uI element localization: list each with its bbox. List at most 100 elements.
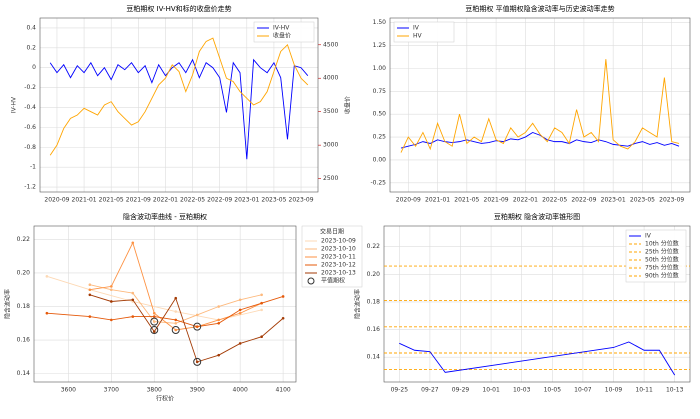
y-axis-label: IV-HV <box>11 96 18 113</box>
legend-label: 2023-10-12 <box>321 262 356 269</box>
x-tick-label: 10-07 <box>574 387 592 394</box>
plot-frame <box>33 225 297 383</box>
y-tick-label: 0.14 <box>367 354 381 361</box>
x-tick-label: 3900 <box>190 387 205 394</box>
y-axis-label: 隐含波动率 <box>4 289 12 319</box>
y-tick-label: 0.22 <box>367 243 381 250</box>
x-tick-label: 3600 <box>61 387 76 394</box>
point <box>174 318 178 322</box>
y2-tick-label: 3000 <box>323 142 338 149</box>
y-tick-label: 1.00 <box>373 65 387 72</box>
y-tick-label: 0.18 <box>367 298 381 305</box>
legend-label: HV <box>413 33 423 40</box>
point <box>88 315 92 318</box>
point <box>131 315 135 318</box>
plot-frame <box>39 17 319 193</box>
series-line <box>89 284 262 324</box>
point <box>131 241 135 245</box>
series-line <box>400 59 680 153</box>
chart-title: 豆粕期权 IV-HV和标的收盘价走势 <box>126 4 231 13</box>
point <box>260 308 263 312</box>
x-tick-label: 10-13 <box>666 387 684 394</box>
x-tick-label: 2022-01 <box>513 197 538 204</box>
point <box>45 275 49 278</box>
series-line <box>89 241 262 331</box>
x-tick-label: 2021-09 <box>126 197 151 204</box>
point <box>110 288 113 292</box>
y-tick-label: -0.8 <box>24 144 36 151</box>
legend-label: 收盘价 <box>273 32 291 40</box>
x-tick-label: 2022-09 <box>571 197 596 204</box>
chart-title: 隐含波动率曲线 - 豆粕期权 <box>123 212 207 221</box>
point <box>131 298 135 302</box>
legend-box <box>253 21 315 43</box>
y-tick-label: -0.6 <box>24 124 36 131</box>
legend-label: IV-HV <box>273 25 290 32</box>
x-tick-label: 2021-05 <box>454 197 479 204</box>
point <box>238 308 242 312</box>
y2-tick-label: 4500 <box>323 41 338 48</box>
y-tick-label: -0.4 <box>24 104 36 111</box>
y2-tick-label: 3500 <box>323 108 338 115</box>
x-tick-label: 2020-09 <box>396 197 421 204</box>
plot-frame <box>389 17 691 193</box>
point <box>152 315 156 318</box>
y-tick-label: -0.25 <box>370 179 386 186</box>
series-line <box>49 37 309 156</box>
y-tick-label: 0.16 <box>17 337 31 344</box>
point <box>45 311 49 315</box>
y-tick-label: -1.2 <box>24 184 36 191</box>
y2-tick-label: 2500 <box>323 175 338 182</box>
point <box>110 300 113 303</box>
atm-marker <box>150 317 159 326</box>
y-tick-label: 0.20 <box>367 271 381 278</box>
point <box>131 291 135 295</box>
legend-symbol <box>307 277 315 285</box>
legend-title: 交易日期 <box>320 228 344 236</box>
point <box>260 293 263 297</box>
y-tick-label: 0.14 <box>17 370 31 377</box>
x-tick-label: 10-05 <box>544 387 562 394</box>
x-tick-label: 3700 <box>104 387 119 394</box>
point <box>110 318 113 322</box>
point <box>238 342 242 345</box>
point <box>174 296 178 300</box>
point <box>217 305 220 308</box>
x-tick-label: 10-11 <box>635 387 653 394</box>
atm-marker <box>193 322 202 331</box>
series-line <box>46 275 262 321</box>
legend-label: 2023-10-10 <box>321 246 356 253</box>
y-tick-label: 0.4 <box>26 24 36 31</box>
x-tick-label: 2022-09 <box>207 197 232 204</box>
point <box>152 330 156 333</box>
legend-label: IV <box>645 233 652 240</box>
legend-label: 25th 分位数 <box>645 248 679 256</box>
legend-label: 90th 分位数 <box>645 272 679 280</box>
legend-label: 2023-10-09 <box>321 238 356 245</box>
y-tick-label: 0.20 <box>17 269 31 276</box>
x-tick-label: 09-29 <box>452 387 470 394</box>
x-tick-label: 2021-05 <box>99 197 124 204</box>
point <box>195 313 199 317</box>
y-tick-label: 0.00 <box>373 156 387 163</box>
point <box>88 283 92 287</box>
point <box>88 293 92 297</box>
point <box>217 321 220 325</box>
y-tick-label: 0.25 <box>373 134 387 141</box>
legend-label: 平值期权 <box>321 277 345 285</box>
legend-label: IV <box>413 25 420 32</box>
point <box>174 321 178 325</box>
point <box>110 285 113 288</box>
chart-title: 豆粕期权 隐含波动率锥形图 <box>494 212 580 221</box>
y2-tick-label: 4000 <box>323 75 338 82</box>
x-tick-label: 3800 <box>147 387 162 394</box>
series-line <box>89 294 284 363</box>
legend-box <box>625 229 687 283</box>
legend-label: 50th 分位数 <box>645 256 679 264</box>
x-tick-label: 10-01 <box>482 387 500 394</box>
point <box>88 288 92 292</box>
x-tick-label: 2023-09 <box>289 197 314 204</box>
x-tick-label: 4100 <box>275 387 290 394</box>
